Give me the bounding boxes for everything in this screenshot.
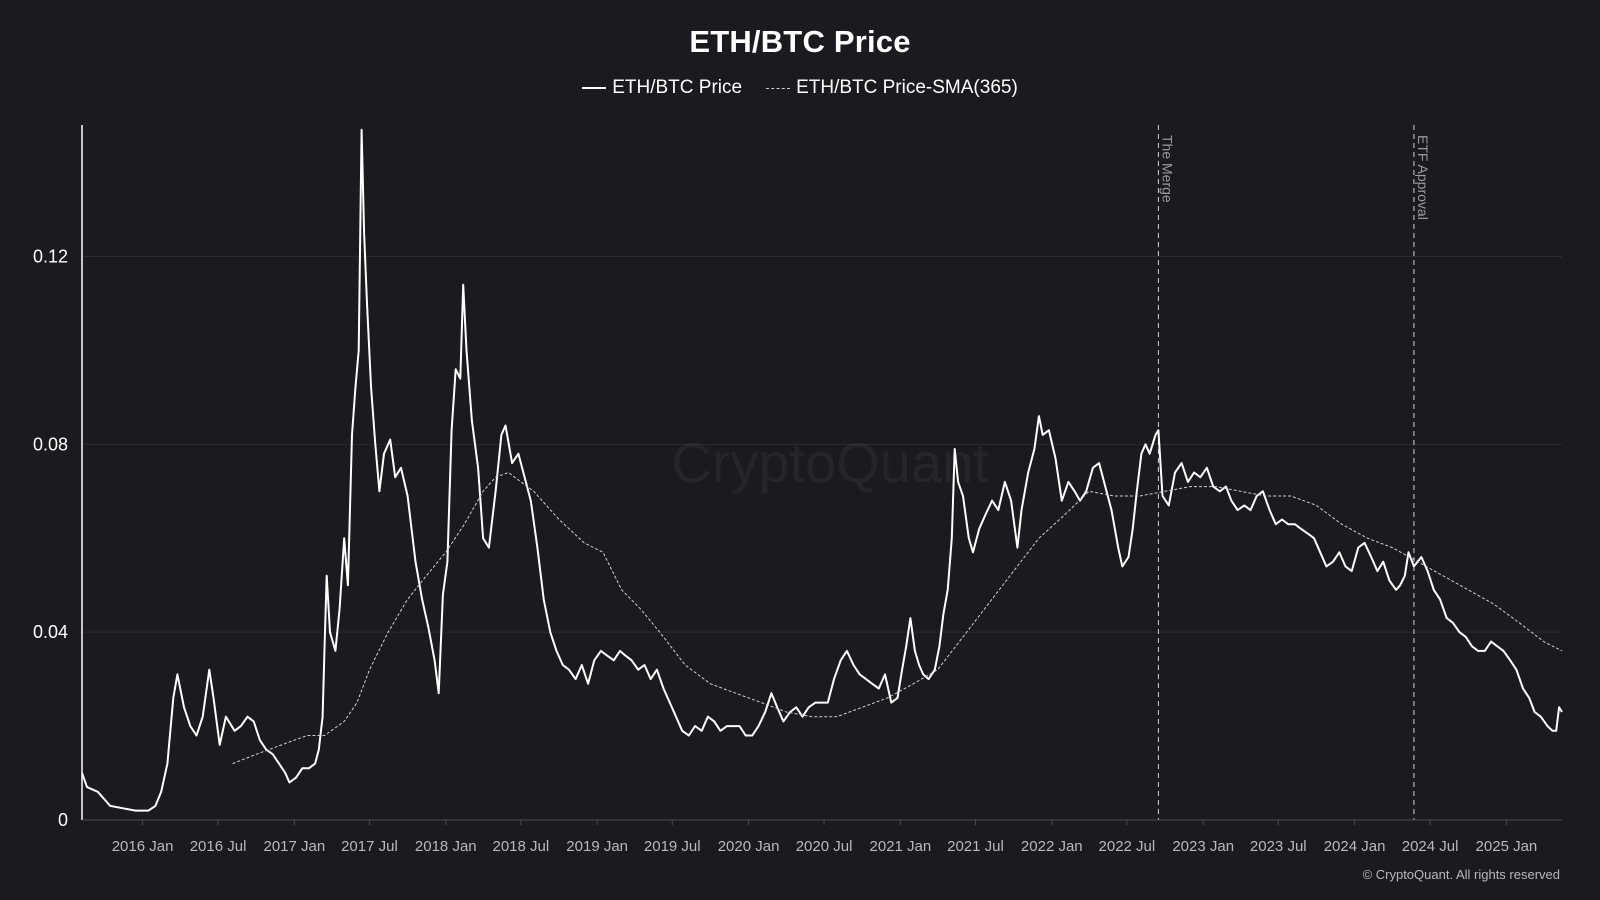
x-tick-label: 2018 Jan <box>415 838 477 855</box>
y-tick-label: 0.08 <box>33 434 68 454</box>
legend-swatch-solid <box>582 87 607 89</box>
y-tick-label: 0.04 <box>33 622 68 642</box>
chart-title: ETH/BTC Price <box>689 24 911 59</box>
x-tick-label: 2018 Jul <box>492 838 549 855</box>
annotation-label: The Merge <box>1159 135 1175 203</box>
x-tick-label: 2019 Jul <box>644 838 701 855</box>
x-tick-label: 2024 Jan <box>1324 838 1386 855</box>
x-tick-label: 2021 Jul <box>947 838 1004 855</box>
y-tick-label: 0 <box>58 810 68 830</box>
x-tick-label: 2023 Jan <box>1172 838 1234 855</box>
x-axis-ticks: 2016 Jan 2016 Jul 2017 Jan 2017 Jul 2018 Jan… <box>112 820 1538 855</box>
legend-item-price[interactable]: ETH/BTC Price <box>582 77 742 99</box>
grid-lines <box>82 255 1562 633</box>
x-tick-label: 2016 Jan <box>112 838 174 855</box>
y-tick-label: 0.12 <box>33 246 68 266</box>
x-tick-label: 2020 Jan <box>718 838 780 855</box>
x-tick-label: 2016 Jul <box>190 838 247 855</box>
legend-item-sma[interactable]: ETH/BTC Price-SMA(365) <box>766 77 1018 99</box>
x-tick-label: 2023 Jul <box>1250 838 1307 855</box>
x-tick-label: 2020 Jul <box>796 838 853 855</box>
x-tick-label: 2017 Jan <box>264 838 326 855</box>
x-tick-label: 2022 Jul <box>1099 838 1156 855</box>
series-line-price <box>81 128 1563 812</box>
legend-label-sma: ETH/BTC Price-SMA(365) <box>796 77 1018 98</box>
legend-swatch-dashed <box>766 87 791 89</box>
y-axis-ticks: 0 0.04 0.08 0.12 <box>33 246 68 830</box>
x-tick-label: 2019 Jan <box>566 838 628 855</box>
chart-legend: ETH/BTC Price ETH/BTC Price-SMA(365) <box>0 77 1600 99</box>
x-tick-label: 2017 Jul <box>341 838 398 855</box>
annotations: The Merge ETF Approval <box>1157 125 1431 820</box>
x-tick-label: 2024 Jul <box>1402 838 1459 855</box>
x-tick-label: 2025 Jan <box>1476 838 1538 855</box>
axes <box>81 125 1562 821</box>
x-tick-label: 2022 Jan <box>1021 838 1083 855</box>
series-line-sma <box>232 472 1563 765</box>
annotation-label: ETF Approval <box>1415 135 1431 220</box>
x-tick-label: 2021 Jan <box>870 838 932 855</box>
copyright-text: © CryptoQuant. All rights reserved <box>1362 867 1560 882</box>
series-group <box>81 128 1563 812</box>
watermark: CryptoQuant <box>671 431 989 494</box>
legend-label-price: ETH/BTC Price <box>612 77 743 98</box>
